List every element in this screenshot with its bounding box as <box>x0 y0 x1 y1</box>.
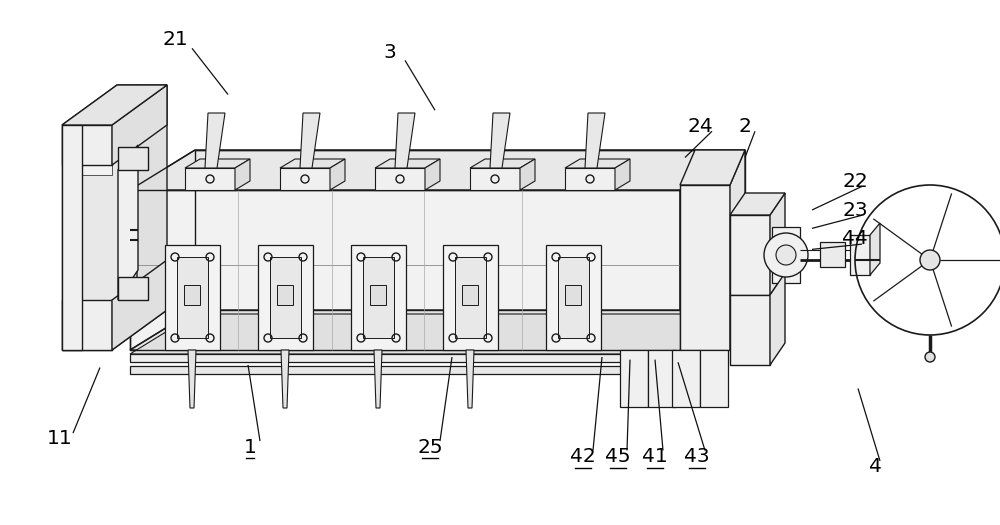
Polygon shape <box>375 168 425 190</box>
Polygon shape <box>62 125 82 350</box>
Polygon shape <box>565 285 581 305</box>
Circle shape <box>776 245 796 265</box>
Text: 21: 21 <box>162 30 188 49</box>
Polygon shape <box>700 350 728 407</box>
Polygon shape <box>62 125 112 175</box>
Polygon shape <box>62 85 167 125</box>
Polygon shape <box>730 215 770 295</box>
Polygon shape <box>565 159 630 168</box>
Polygon shape <box>330 159 345 190</box>
Polygon shape <box>770 193 785 295</box>
Polygon shape <box>118 147 148 170</box>
Polygon shape <box>820 242 845 267</box>
Polygon shape <box>374 350 382 408</box>
Polygon shape <box>620 350 648 407</box>
Polygon shape <box>165 245 220 350</box>
Polygon shape <box>130 190 680 350</box>
Circle shape <box>764 233 808 277</box>
Polygon shape <box>370 285 386 305</box>
Polygon shape <box>455 257 486 338</box>
Polygon shape <box>112 85 167 350</box>
Polygon shape <box>470 168 520 190</box>
Polygon shape <box>730 150 745 350</box>
Polygon shape <box>466 350 474 408</box>
Polygon shape <box>585 113 605 168</box>
Polygon shape <box>62 85 167 125</box>
Text: 4: 4 <box>869 457 881 476</box>
Polygon shape <box>462 285 478 305</box>
Polygon shape <box>130 150 745 190</box>
Polygon shape <box>680 150 745 350</box>
Circle shape <box>920 250 940 270</box>
Polygon shape <box>395 113 415 168</box>
Polygon shape <box>280 159 345 168</box>
Polygon shape <box>112 260 167 350</box>
Polygon shape <box>443 245 498 350</box>
Polygon shape <box>130 354 680 362</box>
Text: 1: 1 <box>244 438 256 457</box>
Polygon shape <box>672 350 700 407</box>
Polygon shape <box>235 159 250 190</box>
Polygon shape <box>62 125 112 165</box>
Polygon shape <box>558 257 589 338</box>
Polygon shape <box>520 159 535 190</box>
Text: 22: 22 <box>842 172 868 191</box>
Polygon shape <box>351 245 406 350</box>
Polygon shape <box>118 277 148 300</box>
Polygon shape <box>185 159 250 168</box>
Text: 45: 45 <box>605 447 631 466</box>
Text: 11: 11 <box>47 429 73 448</box>
Polygon shape <box>118 145 138 300</box>
Text: 3: 3 <box>384 43 396 62</box>
Polygon shape <box>730 295 770 365</box>
Polygon shape <box>62 300 112 350</box>
Text: 41: 41 <box>642 447 668 466</box>
Polygon shape <box>770 273 785 365</box>
Polygon shape <box>648 350 676 407</box>
Polygon shape <box>280 168 330 190</box>
Polygon shape <box>281 350 289 408</box>
Polygon shape <box>300 113 320 168</box>
Polygon shape <box>130 314 745 354</box>
Polygon shape <box>375 159 440 168</box>
Polygon shape <box>363 257 394 338</box>
Polygon shape <box>184 285 200 305</box>
Polygon shape <box>565 168 615 190</box>
Text: 24: 24 <box>687 117 713 135</box>
Polygon shape <box>130 366 680 374</box>
Polygon shape <box>130 310 745 350</box>
Polygon shape <box>680 185 730 350</box>
Polygon shape <box>490 113 510 168</box>
Circle shape <box>925 352 935 362</box>
Polygon shape <box>177 257 208 338</box>
Polygon shape <box>205 113 225 168</box>
Polygon shape <box>850 235 870 275</box>
Polygon shape <box>270 257 301 338</box>
Text: 44: 44 <box>842 229 868 248</box>
Polygon shape <box>615 159 630 190</box>
Polygon shape <box>470 159 535 168</box>
Polygon shape <box>680 150 745 185</box>
Polygon shape <box>82 85 137 350</box>
Polygon shape <box>62 125 112 350</box>
Text: 42: 42 <box>570 447 596 466</box>
Polygon shape <box>277 285 293 305</box>
Text: 2: 2 <box>739 117 751 135</box>
Polygon shape <box>258 245 313 350</box>
Text: 43: 43 <box>684 447 710 466</box>
Text: 23: 23 <box>842 201 868 219</box>
Polygon shape <box>546 245 601 350</box>
Polygon shape <box>870 223 880 275</box>
Polygon shape <box>185 168 235 190</box>
Polygon shape <box>772 227 800 283</box>
Polygon shape <box>425 159 440 190</box>
Polygon shape <box>730 193 785 215</box>
Text: 25: 25 <box>417 438 443 457</box>
Polygon shape <box>188 350 196 408</box>
Polygon shape <box>112 85 167 165</box>
